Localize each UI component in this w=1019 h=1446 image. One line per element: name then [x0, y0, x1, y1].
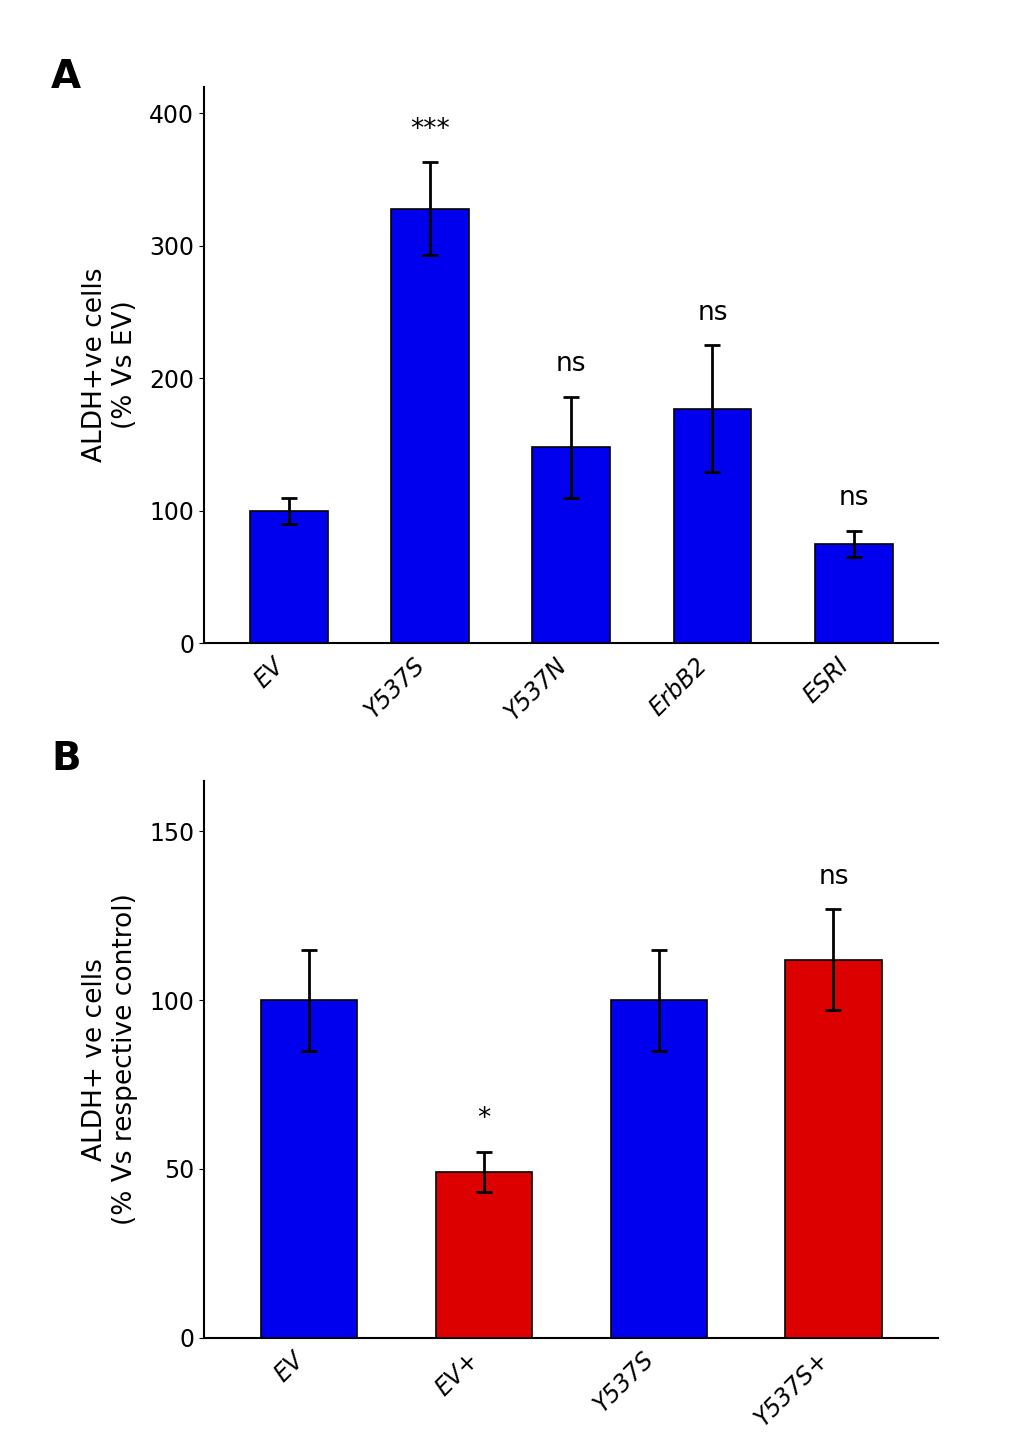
Bar — [435, 1173, 531, 1338]
Text: *: * — [477, 1106, 490, 1132]
Y-axis label: ALDH+ ve cells
(% Vs respective control): ALDH+ ve cells (% Vs respective control) — [82, 894, 138, 1225]
Text: B: B — [51, 740, 81, 778]
Text: ***: *** — [410, 117, 449, 143]
Bar — [261, 1001, 357, 1338]
Text: ns: ns — [697, 299, 727, 325]
Text: ns: ns — [555, 351, 586, 377]
Text: ns: ns — [817, 863, 848, 889]
Bar — [785, 960, 880, 1338]
Bar — [610, 1001, 706, 1338]
Text: A: A — [51, 58, 82, 95]
Bar — [814, 544, 892, 643]
Text: ns: ns — [838, 486, 868, 512]
Y-axis label: ALDH+ve cells
(% Vs EV): ALDH+ve cells (% Vs EV) — [83, 268, 138, 463]
Bar — [673, 409, 751, 643]
Bar — [532, 447, 609, 643]
Bar — [250, 510, 327, 643]
Bar — [390, 208, 469, 643]
